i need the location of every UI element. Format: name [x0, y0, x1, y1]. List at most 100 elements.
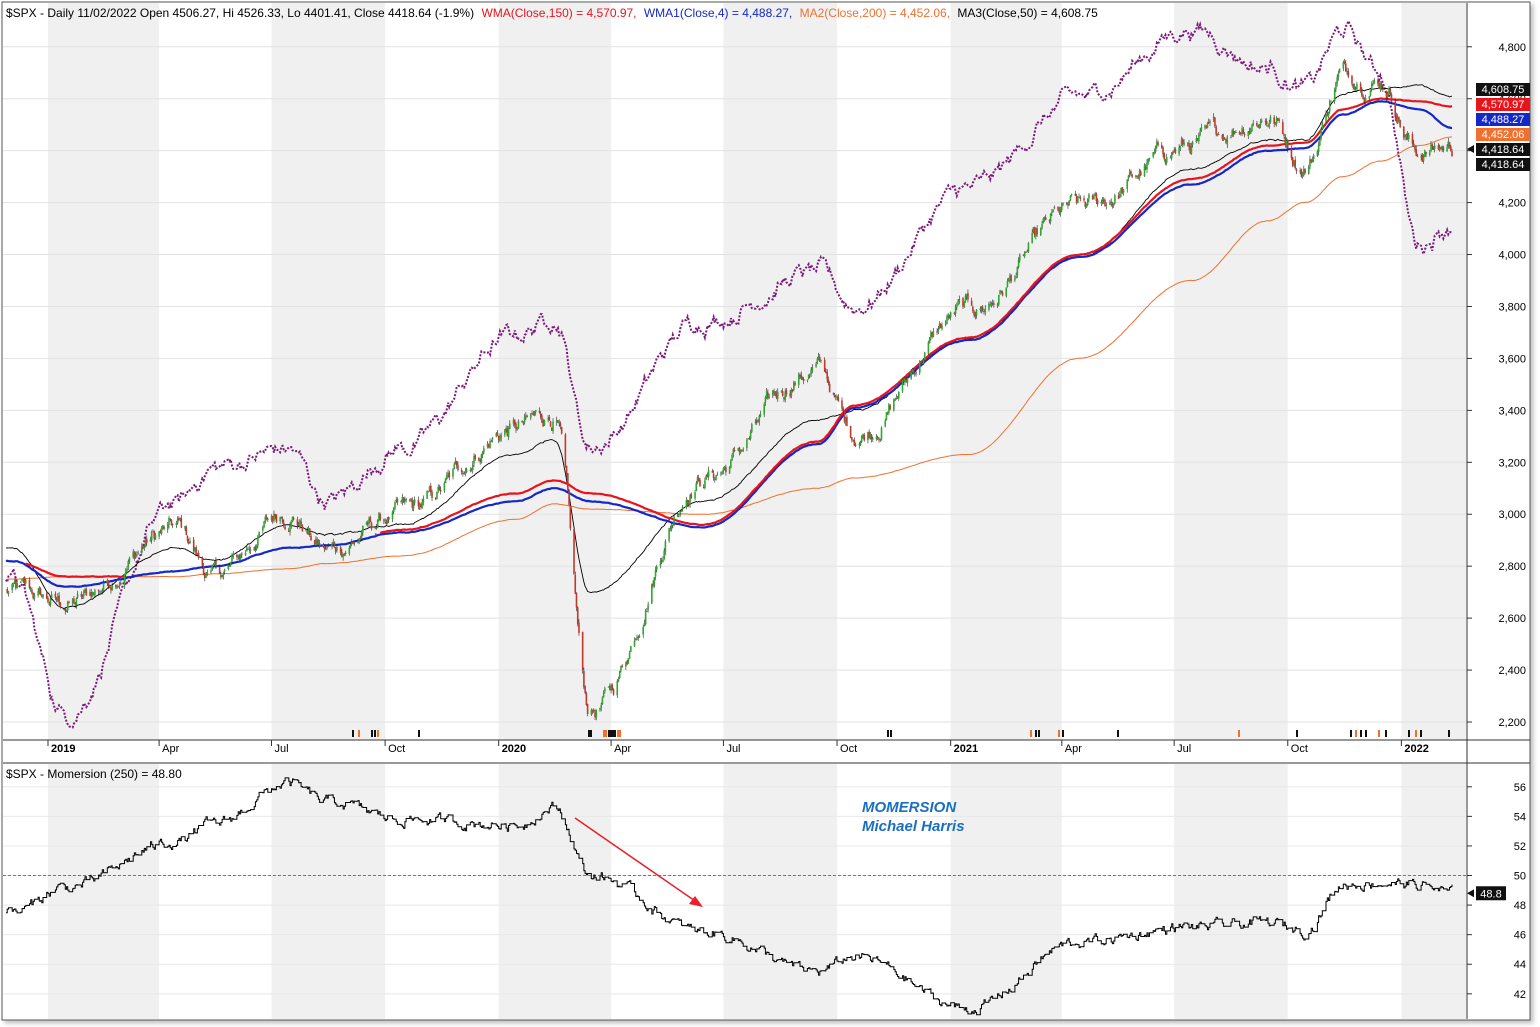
candle-body: [1023, 252, 1026, 257]
candle-body: [599, 707, 601, 710]
candle-body: [1135, 175, 1137, 177]
event-marker: [1296, 730, 1298, 737]
candle-body: [1233, 132, 1236, 134]
candle-body: [930, 332, 932, 338]
candle-body: [1320, 129, 1322, 139]
price-tick-label: 3,400: [1498, 405, 1526, 417]
candle-body: [1019, 254, 1021, 261]
candle-body: [696, 477, 699, 484]
price-badge-bg: [1476, 143, 1530, 156]
candle-body: [1317, 144, 1320, 153]
candle-body: [1425, 151, 1427, 155]
candle-body: [1337, 73, 1340, 78]
candle-body: [642, 626, 644, 635]
candlestick-series: [6, 58, 1453, 721]
candle-body: [1311, 159, 1314, 162]
candle-body: [728, 467, 731, 474]
candle-body: [1204, 125, 1206, 129]
candle-body: [1431, 144, 1434, 147]
candle-body: [965, 294, 968, 297]
candle-body: [1044, 217, 1047, 220]
candle-body: [655, 566, 658, 570]
candle-body: [532, 414, 535, 416]
candle-body: [1301, 174, 1304, 176]
candle-body: [668, 527, 670, 541]
candle-body: [1174, 149, 1177, 153]
candle-body: [1328, 101, 1331, 112]
candle-body: [746, 439, 748, 449]
candle-body: [132, 551, 134, 558]
legend-ma200: MA2(Close,200) = 4,452.06,: [800, 6, 950, 20]
candle-body: [334, 547, 337, 552]
candle-body: [385, 521, 388, 525]
candle-body: [1259, 121, 1262, 125]
event-marker: [1355, 730, 1357, 737]
candle-body: [376, 519, 379, 529]
candle-body: [90, 591, 93, 598]
candle-body: [196, 553, 199, 555]
event-marker: [1360, 730, 1362, 737]
candle-body: [1299, 170, 1301, 172]
candle-body: [418, 504, 421, 507]
candle-body: [659, 561, 662, 566]
candle-body: [801, 378, 804, 380]
candle-body: [221, 575, 223, 577]
candle-body: [956, 305, 958, 308]
candle-body: [247, 548, 249, 550]
candle-body: [586, 704, 589, 715]
candle-body: [350, 542, 353, 545]
candle-body: [1278, 119, 1280, 122]
candle-body: [784, 391, 786, 401]
candle-body: [436, 491, 438, 499]
candle-body: [169, 518, 172, 520]
price-tick-label: 3,600: [1498, 353, 1526, 365]
candle-body: [707, 470, 710, 477]
candle-body: [141, 546, 143, 553]
candle-body: [790, 389, 793, 396]
candle-body: [565, 465, 568, 475]
momersion-tick-label: 46: [1514, 930, 1526, 942]
candle-body: [331, 543, 333, 546]
price-tick-label: 2,200: [1498, 717, 1526, 729]
candle-body: [1346, 70, 1348, 73]
candle-body: [1294, 159, 1296, 169]
candle-body: [906, 377, 909, 383]
candle-body: [1143, 165, 1146, 177]
candle-body: [490, 440, 493, 442]
candle-body: [168, 517, 170, 525]
candle-body: [1300, 169, 1303, 177]
candle-body: [739, 449, 742, 453]
candle-body: [481, 452, 484, 456]
x-tick-label: 2022: [1404, 743, 1428, 755]
quarter-band: [47, 764, 160, 1019]
candle-body: [1442, 146, 1445, 151]
candle-body: [931, 331, 933, 337]
momersion-badge-bg: [1476, 886, 1506, 901]
candle-body: [1269, 116, 1272, 122]
candle-body: [91, 593, 94, 597]
candle-body: [672, 524, 674, 526]
candle-body: [65, 610, 68, 613]
price-tick-label: 2,600: [1498, 613, 1526, 625]
candle-body: [116, 586, 118, 589]
candle-body: [1235, 131, 1237, 133]
candle-body: [64, 608, 67, 612]
candle-body: [1111, 204, 1114, 206]
candle-body: [886, 411, 889, 414]
candle-body: [497, 435, 500, 440]
candle-body: [194, 548, 196, 552]
candle-body: [783, 397, 785, 399]
event-marker: [603, 730, 607, 737]
candle-body: [332, 541, 335, 544]
candle-body: [772, 390, 774, 396]
time-bands-momersion: [47, 764, 1466, 1019]
candle-body: [816, 358, 819, 364]
candle-body: [1131, 174, 1133, 177]
candle-body: [236, 555, 238, 557]
candle-body: [637, 636, 640, 638]
candle-body: [111, 585, 113, 590]
candle-body: [343, 553, 346, 555]
candle-body: [1121, 187, 1124, 193]
candle-body: [720, 472, 722, 475]
